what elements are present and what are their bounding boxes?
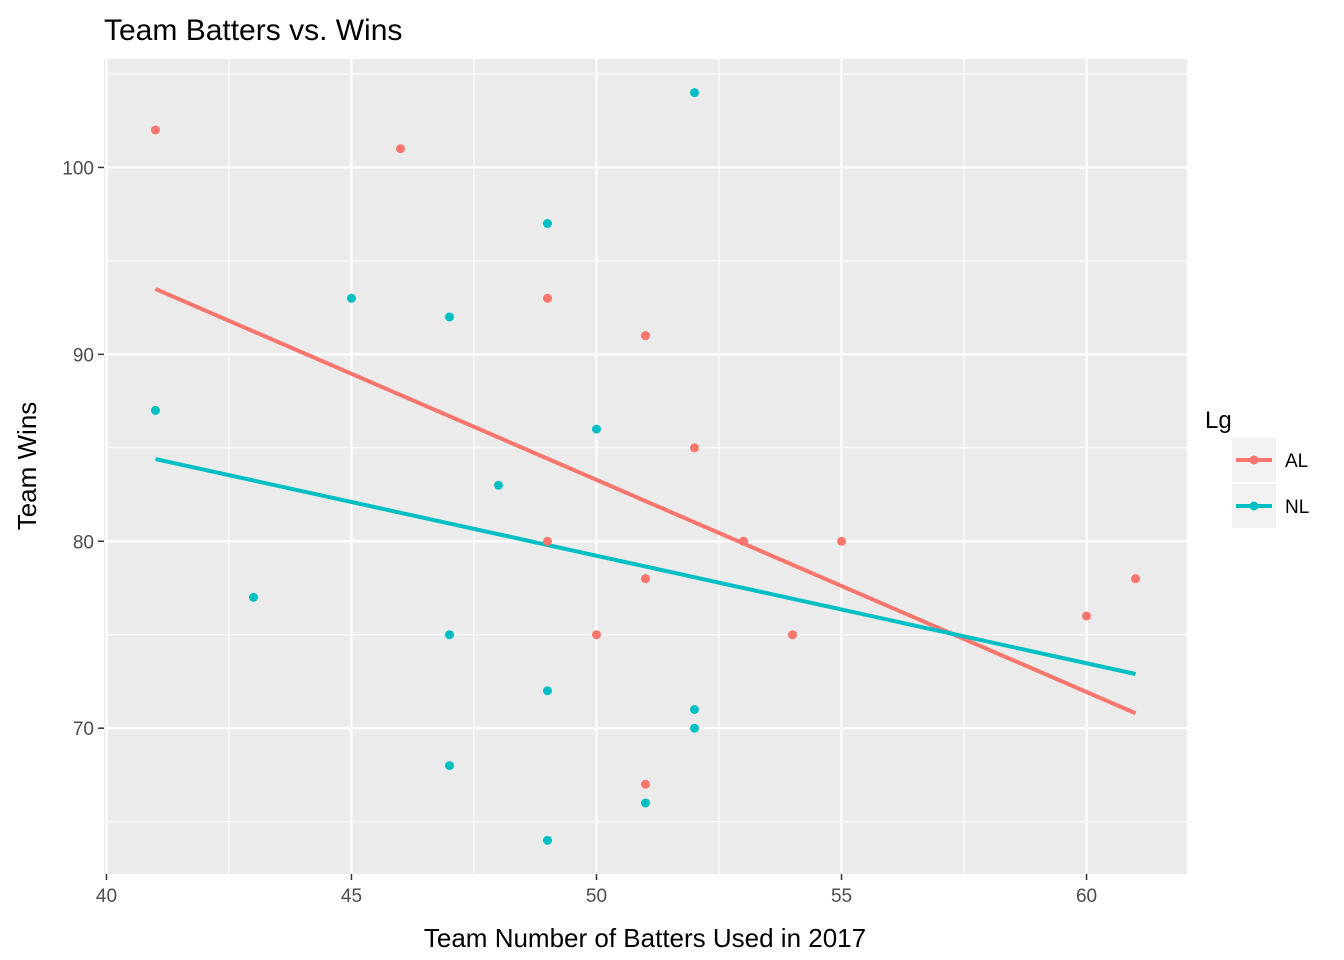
data-point-nl [444,761,454,771]
y-tick-label: 100 [62,158,94,179]
x-axis: 40 45 50 55 60 [96,874,1097,907]
data-point-nl [444,630,454,640]
x-tick-label: 55 [831,886,852,907]
data-point-al [641,574,650,584]
major-gridlines [104,59,1187,874]
data-point-nl [346,293,356,303]
x-axis-title: Team Number of Batters Used in 2017 [424,923,866,953]
legend: Lg AL NL [1205,407,1309,528]
data-point-al [739,536,749,546]
data-point-al [591,630,601,640]
fit-line-al [154,287,1137,716]
data-point-al [788,630,798,640]
data-point-al [690,443,700,453]
x-tick-label: 40 [96,886,117,907]
legend-label-al: AL [1285,451,1308,472]
data-point-nl [542,686,552,696]
data-point-nl [690,705,700,715]
regression-lines [154,287,1137,716]
x-tick-label: 60 [1076,886,1097,907]
data-point-nl [150,405,160,415]
minor-gridlines [104,59,1187,874]
data-point-al [837,536,847,546]
data-point-al [1131,574,1141,584]
x-tick-label: 45 [341,886,362,907]
data-point-nl [493,480,503,490]
data-points [150,88,1141,845]
fit-line-nl [155,457,1136,676]
legend-key-point [1249,501,1259,511]
y-tick-label: 90 [73,345,94,366]
y-axis-title: Team Wins [12,402,42,531]
y-axis: 70 80 90 100 [62,158,104,740]
data-point-al [641,779,650,789]
data-point-al [641,331,650,341]
data-point-al [1082,611,1092,621]
plot-panel [104,59,1187,874]
data-point-al [150,125,160,135]
data-point-al [542,536,552,546]
data-point-al [542,293,552,303]
data-point-nl [641,798,650,808]
data-point-nl [690,88,700,98]
data-point-nl [591,424,601,434]
data-point-nl [444,312,454,322]
chart-title: Team Batters vs. Wins [104,14,402,47]
data-point-nl [542,218,552,228]
y-tick-label: 80 [73,532,94,553]
x-tick-label: 50 [586,886,607,907]
data-point-nl [248,592,258,602]
legend-key-point [1249,455,1259,465]
legend-title: Lg [1205,407,1232,434]
data-point-nl [542,835,552,845]
y-tick-label: 70 [73,719,94,740]
legend-label-nl: NL [1285,497,1309,518]
data-point-nl [690,723,700,733]
data-point-al [395,144,405,154]
